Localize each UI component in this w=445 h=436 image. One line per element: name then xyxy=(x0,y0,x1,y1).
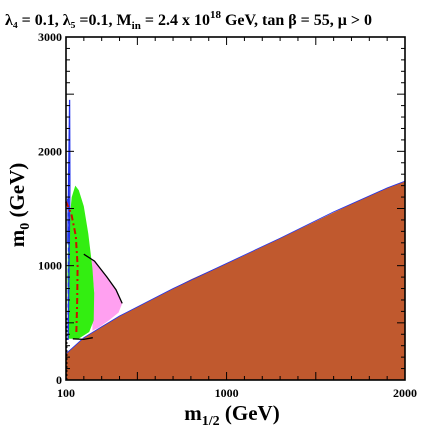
y-tick-label: 3000 xyxy=(38,30,62,44)
x-axis-label: m1/2 (GeV) xyxy=(184,401,279,429)
y-axis-label: m0 (GeV) xyxy=(5,163,33,248)
axis-ticks: 100 1000 2000 0 1000 2000 3000 xyxy=(38,30,417,400)
y-tick-label: 0 xyxy=(56,373,62,387)
y-tick-label: 2000 xyxy=(38,144,62,158)
x-tick-label: 100 xyxy=(57,386,75,400)
line-stau-boundary xyxy=(65,180,406,354)
line-chargino-dash xyxy=(67,197,70,329)
y-tick-label: 1000 xyxy=(38,259,62,273)
x-tick-label: 2000 xyxy=(393,386,417,400)
line-higgs-black-curve xyxy=(83,253,123,304)
line-black-bottom xyxy=(72,337,93,341)
chart-title: λ₄ = 0.1, λ₅ =0.1, Min = 2.4 x 1018 GeV,… xyxy=(5,9,372,32)
region-stau-lsp xyxy=(66,181,405,380)
plot-area xyxy=(66,181,405,380)
x-tick-label: 1000 xyxy=(215,386,239,400)
